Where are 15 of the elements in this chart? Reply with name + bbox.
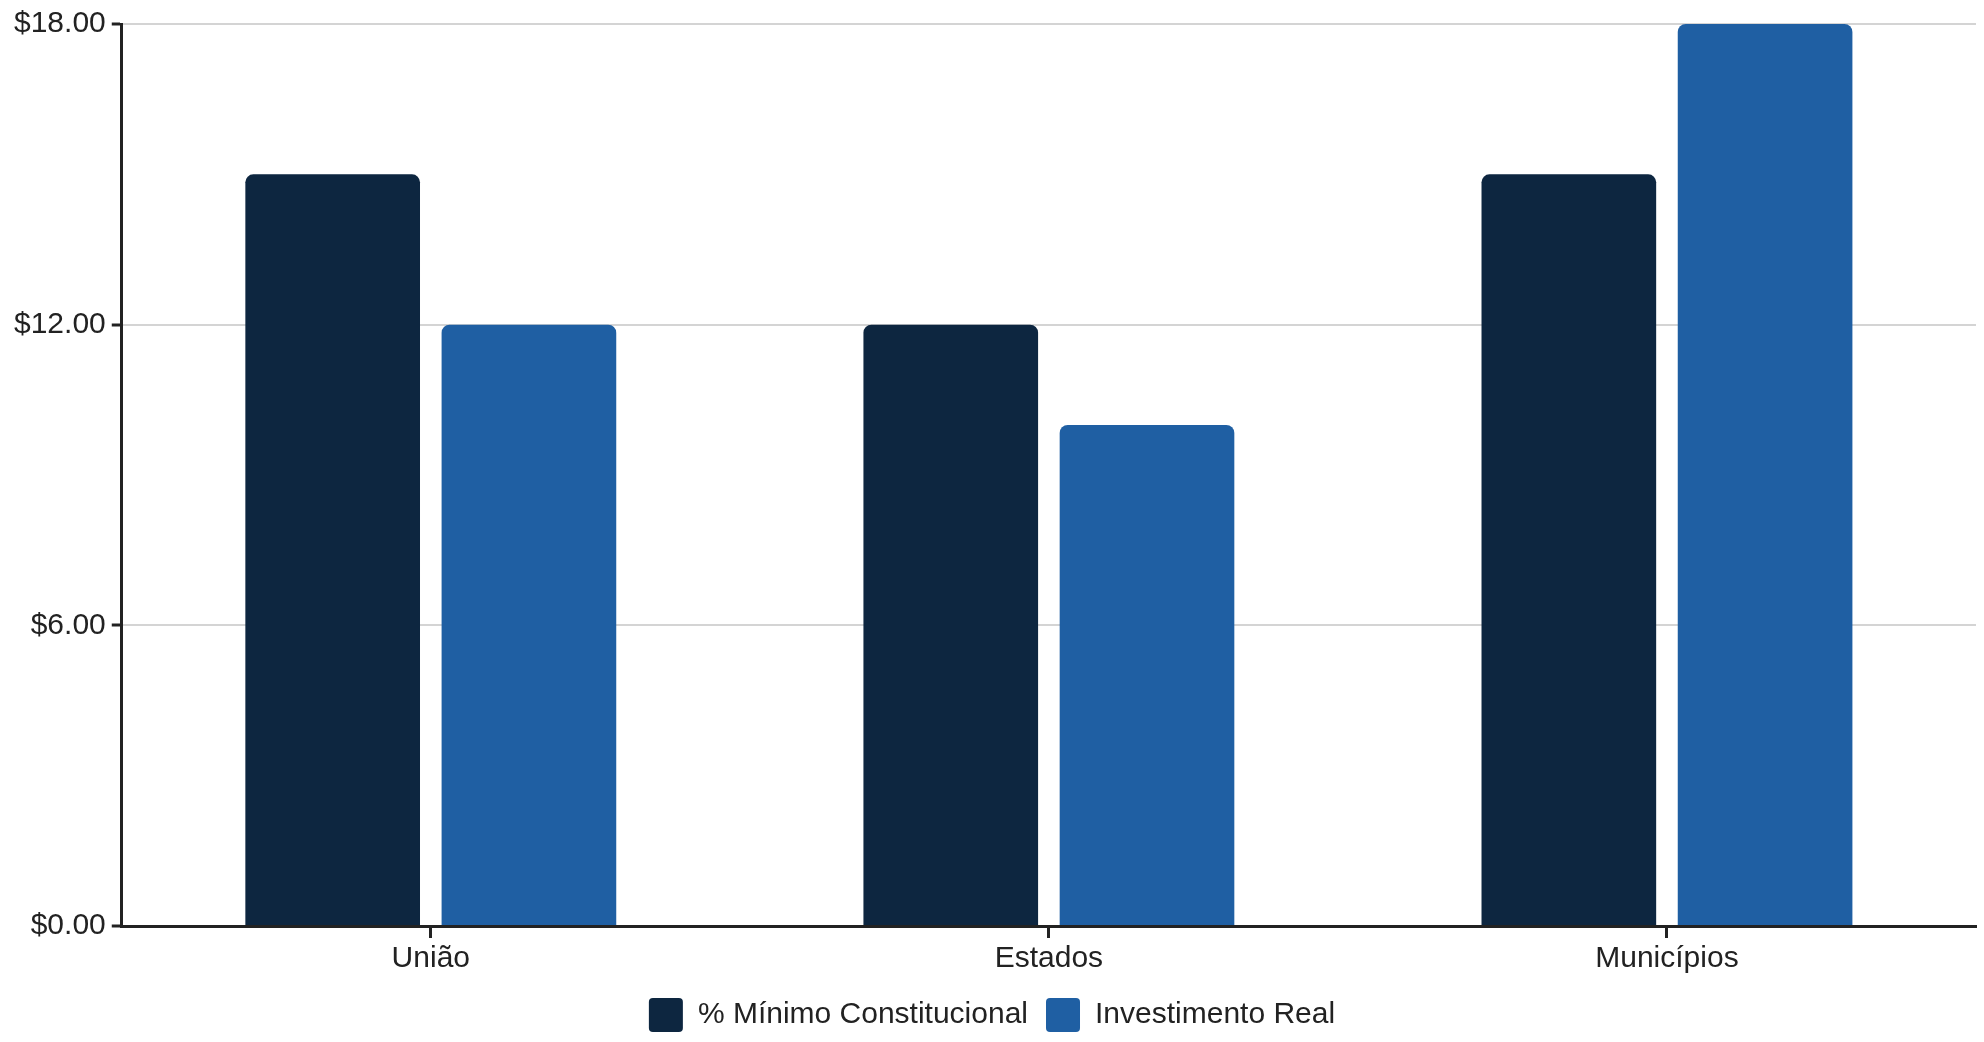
- y-tick-label: $6.00: [30, 606, 106, 640]
- bar: [441, 324, 617, 925]
- bar: [245, 174, 421, 925]
- bar: [1481, 174, 1657, 925]
- bar: [1677, 24, 1853, 925]
- legend-label: Investimento Real: [1095, 996, 1336, 1030]
- legend-label: % Mínimo Constitucional: [697, 996, 1029, 1030]
- x-tick-label: Estados: [994, 940, 1104, 974]
- bar: [1059, 424, 1235, 925]
- y-tick-label: $0.00: [30, 907, 106, 941]
- x-tick-label: União: [391, 940, 470, 974]
- x-tick-label: Municípios: [1595, 940, 1739, 974]
- bar: [863, 324, 1039, 925]
- y-tick-label: $12.00: [13, 305, 106, 339]
- y-tick-label: $18.00: [13, 5, 106, 39]
